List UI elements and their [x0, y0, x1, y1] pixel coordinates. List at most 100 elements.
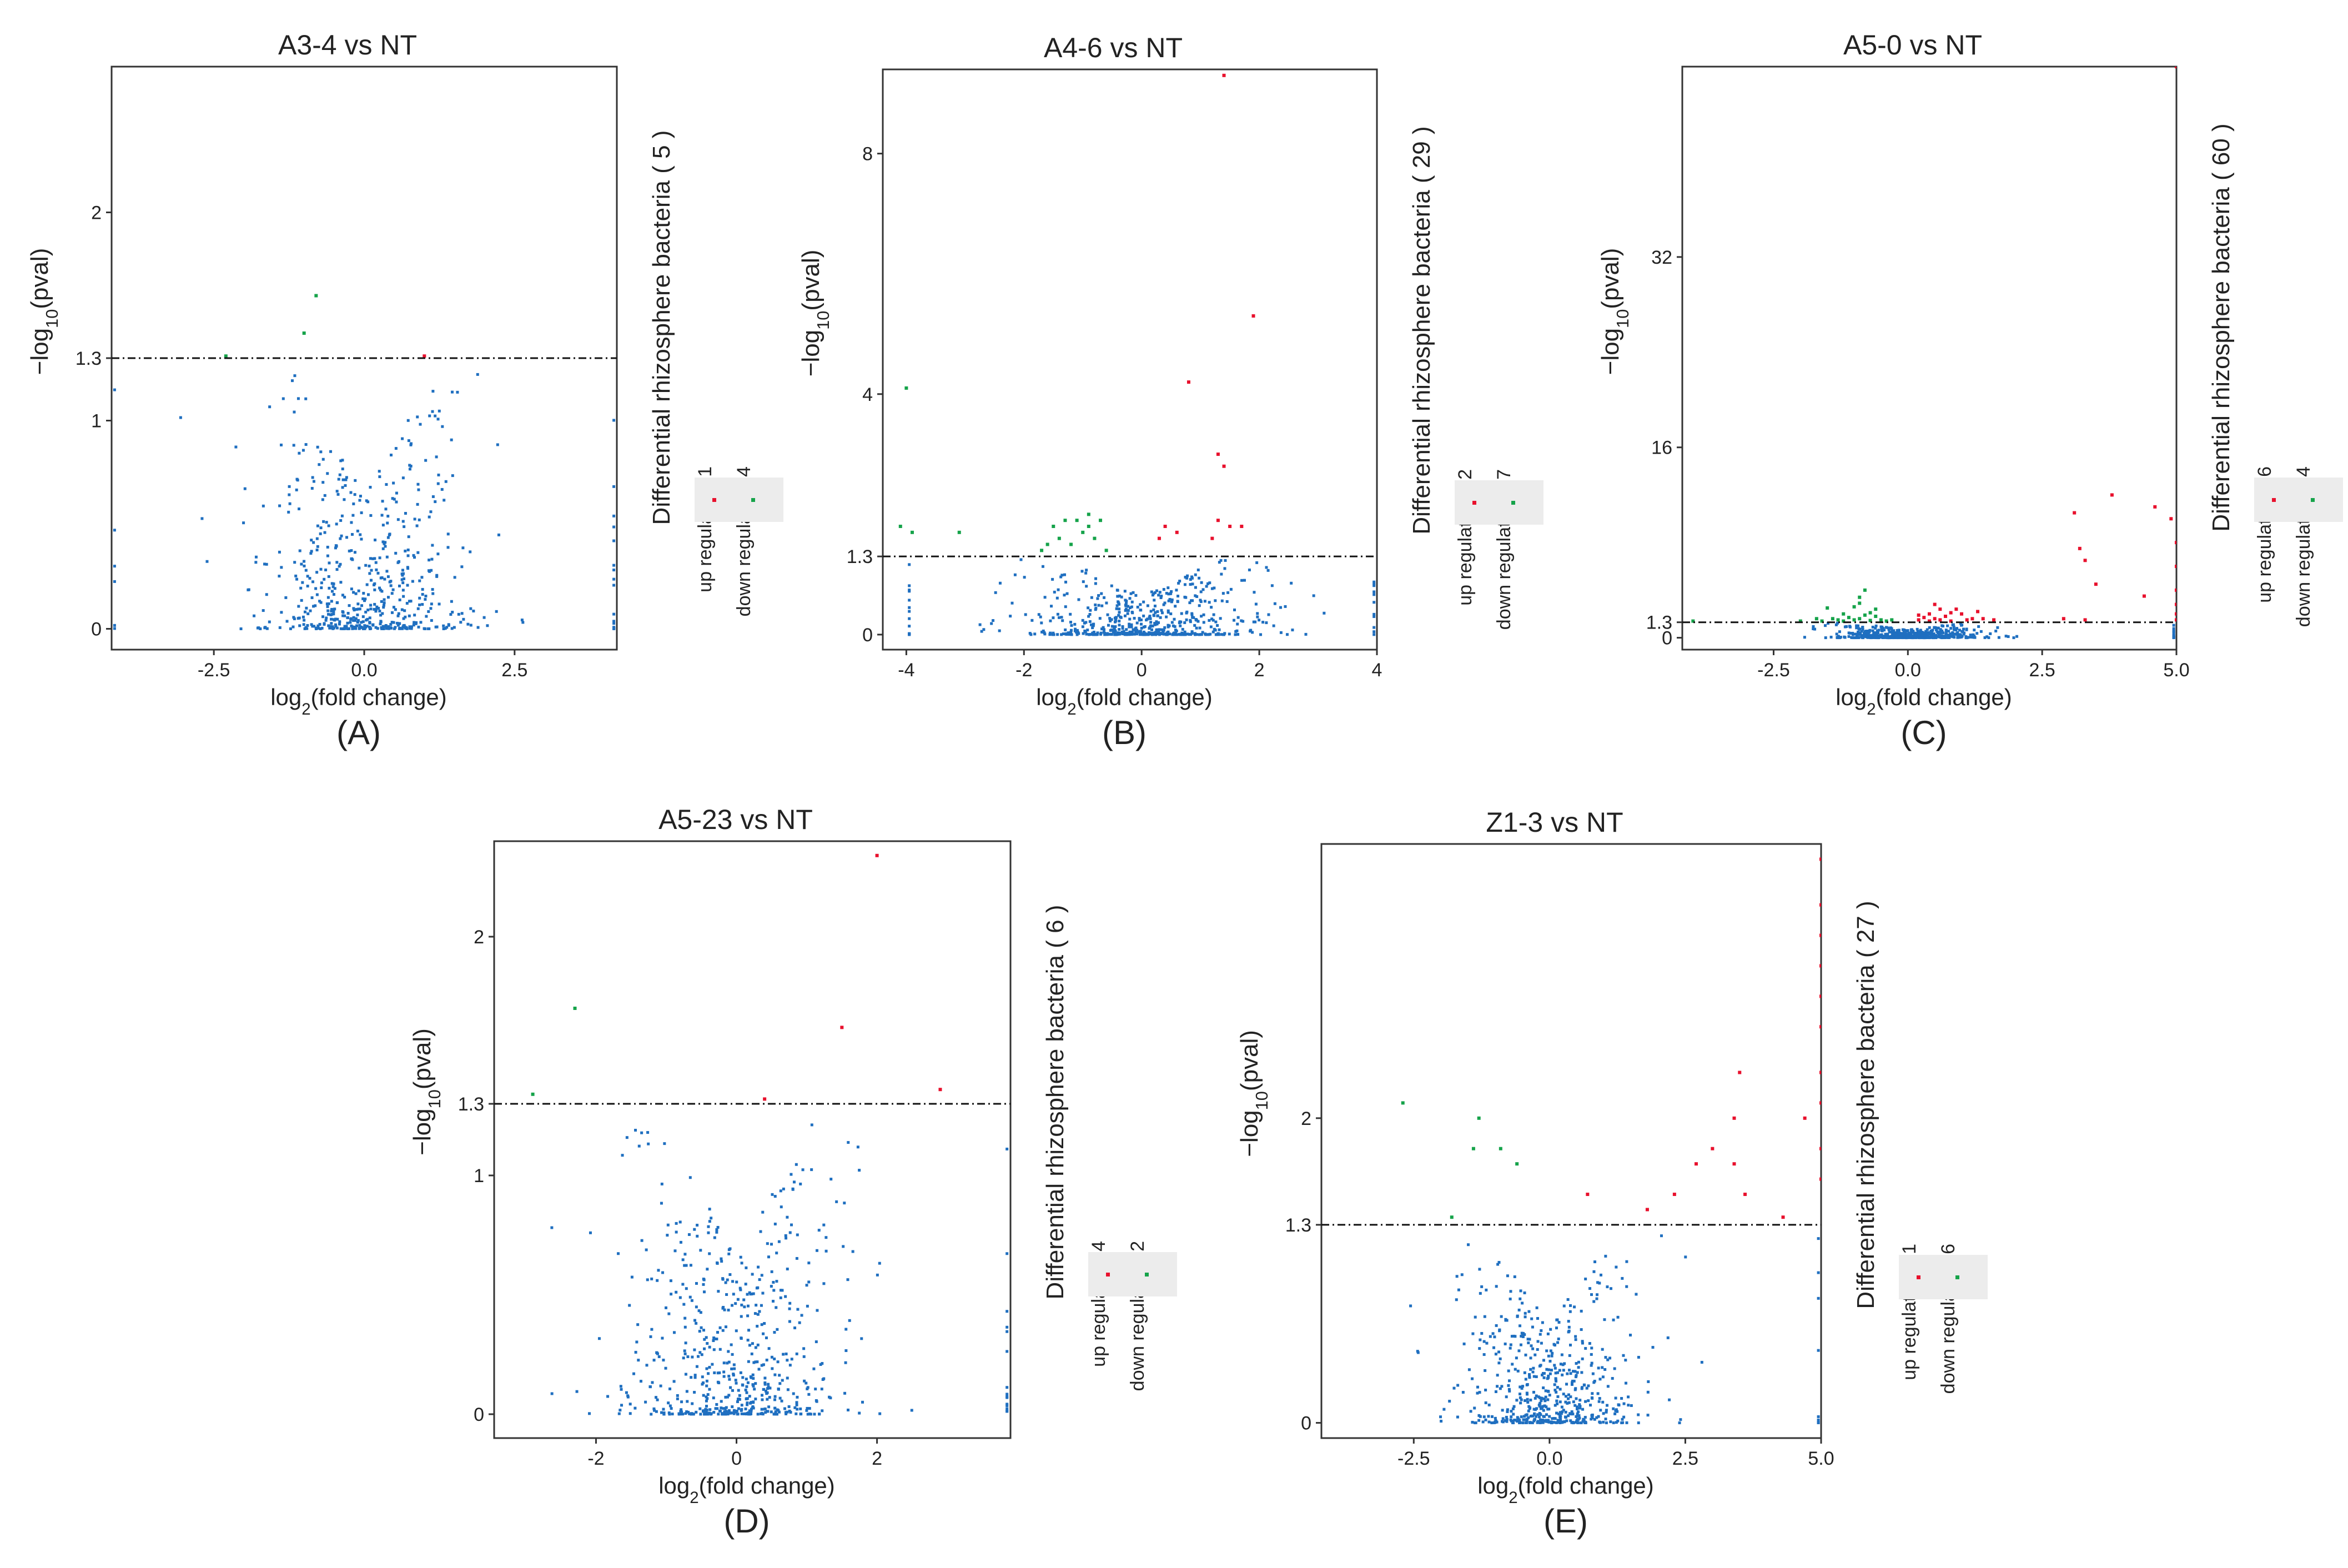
- ns-point: [1092, 633, 1095, 636]
- ns-point: [1564, 1395, 1567, 1398]
- ns-point: [1085, 632, 1088, 636]
- ns-point: [288, 493, 291, 496]
- ns-point: [705, 1399, 708, 1403]
- ns-point: [1482, 1353, 1486, 1356]
- ns-point: [1220, 633, 1223, 636]
- ns-point: [374, 626, 378, 629]
- ns-point: [362, 591, 365, 595]
- ns-point: [379, 620, 383, 624]
- ns-point: [1160, 609, 1163, 612]
- ns-point: [703, 1347, 706, 1350]
- ns-point: [402, 595, 405, 598]
- ns-point: [385, 555, 389, 559]
- ns-point: [1953, 636, 1956, 639]
- ns-point: [1524, 1353, 1527, 1356]
- ns-point: [386, 536, 390, 539]
- x-tick-label: 2: [872, 1448, 882, 1469]
- ns-point: [1439, 1415, 1442, 1419]
- ns-point: [337, 478, 340, 481]
- ns-point: [722, 1407, 725, 1410]
- ns-point: [1541, 1421, 1545, 1424]
- ns-point: [373, 602, 376, 606]
- ns-point: [754, 1398, 757, 1401]
- ns-point: [699, 1413, 702, 1416]
- ns-point: [465, 1233, 467, 1235]
- ns-point: [1484, 1388, 1487, 1391]
- ns-point: [748, 1409, 751, 1413]
- ns-point: [1637, 1413, 1640, 1416]
- ns-point: [1641, 623, 1643, 626]
- ns-point: [363, 599, 366, 602]
- ns-point: [397, 612, 400, 615]
- ns-point: [1480, 1285, 1484, 1288]
- ns-point: [1951, 635, 1954, 639]
- ns-point: [1571, 1413, 1575, 1416]
- ns-point: [738, 1394, 741, 1397]
- ns-point: [1121, 627, 1124, 630]
- ns-point: [846, 1278, 849, 1281]
- ns-point: [785, 1412, 788, 1415]
- ns-point: [1089, 609, 1092, 612]
- ns-point: [1641, 635, 1643, 638]
- ns-point: [1124, 602, 1128, 605]
- ns-point: [1555, 1318, 1558, 1321]
- ns-point: [765, 1336, 768, 1340]
- ns-point: [1050, 605, 1053, 608]
- ns-point: [994, 591, 997, 594]
- ns-point: [1925, 628, 1929, 631]
- ns-point: [1156, 614, 1159, 617]
- ns-point: [1083, 629, 1087, 632]
- down-regulated-point: [1879, 618, 1883, 622]
- ns-point: [752, 1377, 755, 1380]
- ns-point: [824, 1249, 828, 1253]
- ns-point: [751, 1342, 754, 1345]
- ns-point: [1010, 601, 1014, 605]
- ns-point: [319, 532, 322, 535]
- chart-title: Z1-3 vs NT: [1486, 807, 1623, 838]
- ns-point: [296, 479, 299, 482]
- ns-point: [1651, 1346, 1655, 1349]
- ns-point: [1625, 1421, 1628, 1424]
- ns-point: [278, 575, 281, 578]
- ns-point: [1668, 1398, 1671, 1401]
- ns-point: [1199, 599, 1202, 602]
- ns-point: [735, 1381, 738, 1385]
- ns-point: [1183, 583, 1186, 586]
- ns-point: [450, 438, 453, 441]
- ns-point: [345, 476, 348, 479]
- ns-point: [1532, 1366, 1535, 1370]
- ns-point: [1168, 632, 1172, 636]
- y-axis-label-main: −log: [26, 328, 53, 375]
- ns-point: [635, 1340, 638, 1344]
- points-layer: [898, 73, 1376, 636]
- ns-point: [1922, 634, 1925, 637]
- ns-point: [1875, 636, 1878, 639]
- ns-point: [1517, 1308, 1521, 1311]
- ns-point: [1817, 1237, 1820, 1240]
- ns-point: [829, 1396, 832, 1400]
- ns-point: [1919, 636, 1922, 640]
- ns-point: [715, 1338, 718, 1341]
- ns-point: [910, 1409, 913, 1412]
- ns-point: [385, 626, 389, 629]
- ns-point: [408, 600, 411, 603]
- ns-point: [698, 1351, 702, 1354]
- ns-point: [1531, 1421, 1534, 1424]
- ns-point: [1081, 619, 1084, 622]
- ns-point: [1117, 614, 1120, 617]
- ns-point: [359, 533, 362, 536]
- x-tick-label: 0.0: [1536, 1448, 1562, 1469]
- y-tick-label: 32: [1651, 247, 1672, 268]
- down-regulated-point: [957, 530, 961, 534]
- ns-point: [820, 1388, 823, 1391]
- ns-point: [732, 1293, 735, 1296]
- ns-point: [400, 578, 404, 581]
- ns-point: [812, 1367, 816, 1370]
- ns-point: [1068, 633, 1071, 636]
- ns-point: [775, 1306, 778, 1309]
- ns-point: [339, 627, 343, 630]
- ns-point: [753, 1312, 757, 1315]
- ns-point: [438, 409, 441, 413]
